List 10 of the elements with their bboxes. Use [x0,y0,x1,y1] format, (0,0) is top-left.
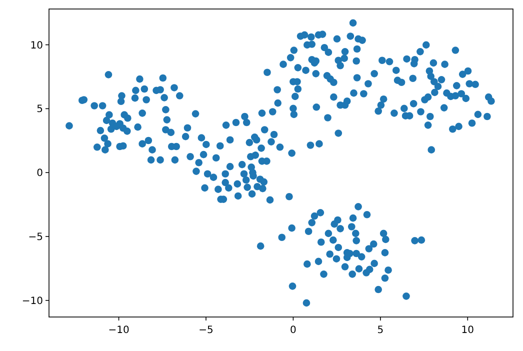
y-tick-label: −10 [22,296,43,307]
y-tick-label: 5 [36,104,43,116]
x-tick-label: 5 [377,325,384,336]
x-tick-label: −5 [198,325,214,336]
x-tick-label: −10 [108,325,130,336]
y-tick-label: −5 [28,232,43,243]
x-tick-label: 10 [461,325,474,336]
x-tick-label: 0 [290,325,296,336]
y-tick-label: 0 [36,168,43,180]
y-tick-label: 10 [30,40,43,52]
